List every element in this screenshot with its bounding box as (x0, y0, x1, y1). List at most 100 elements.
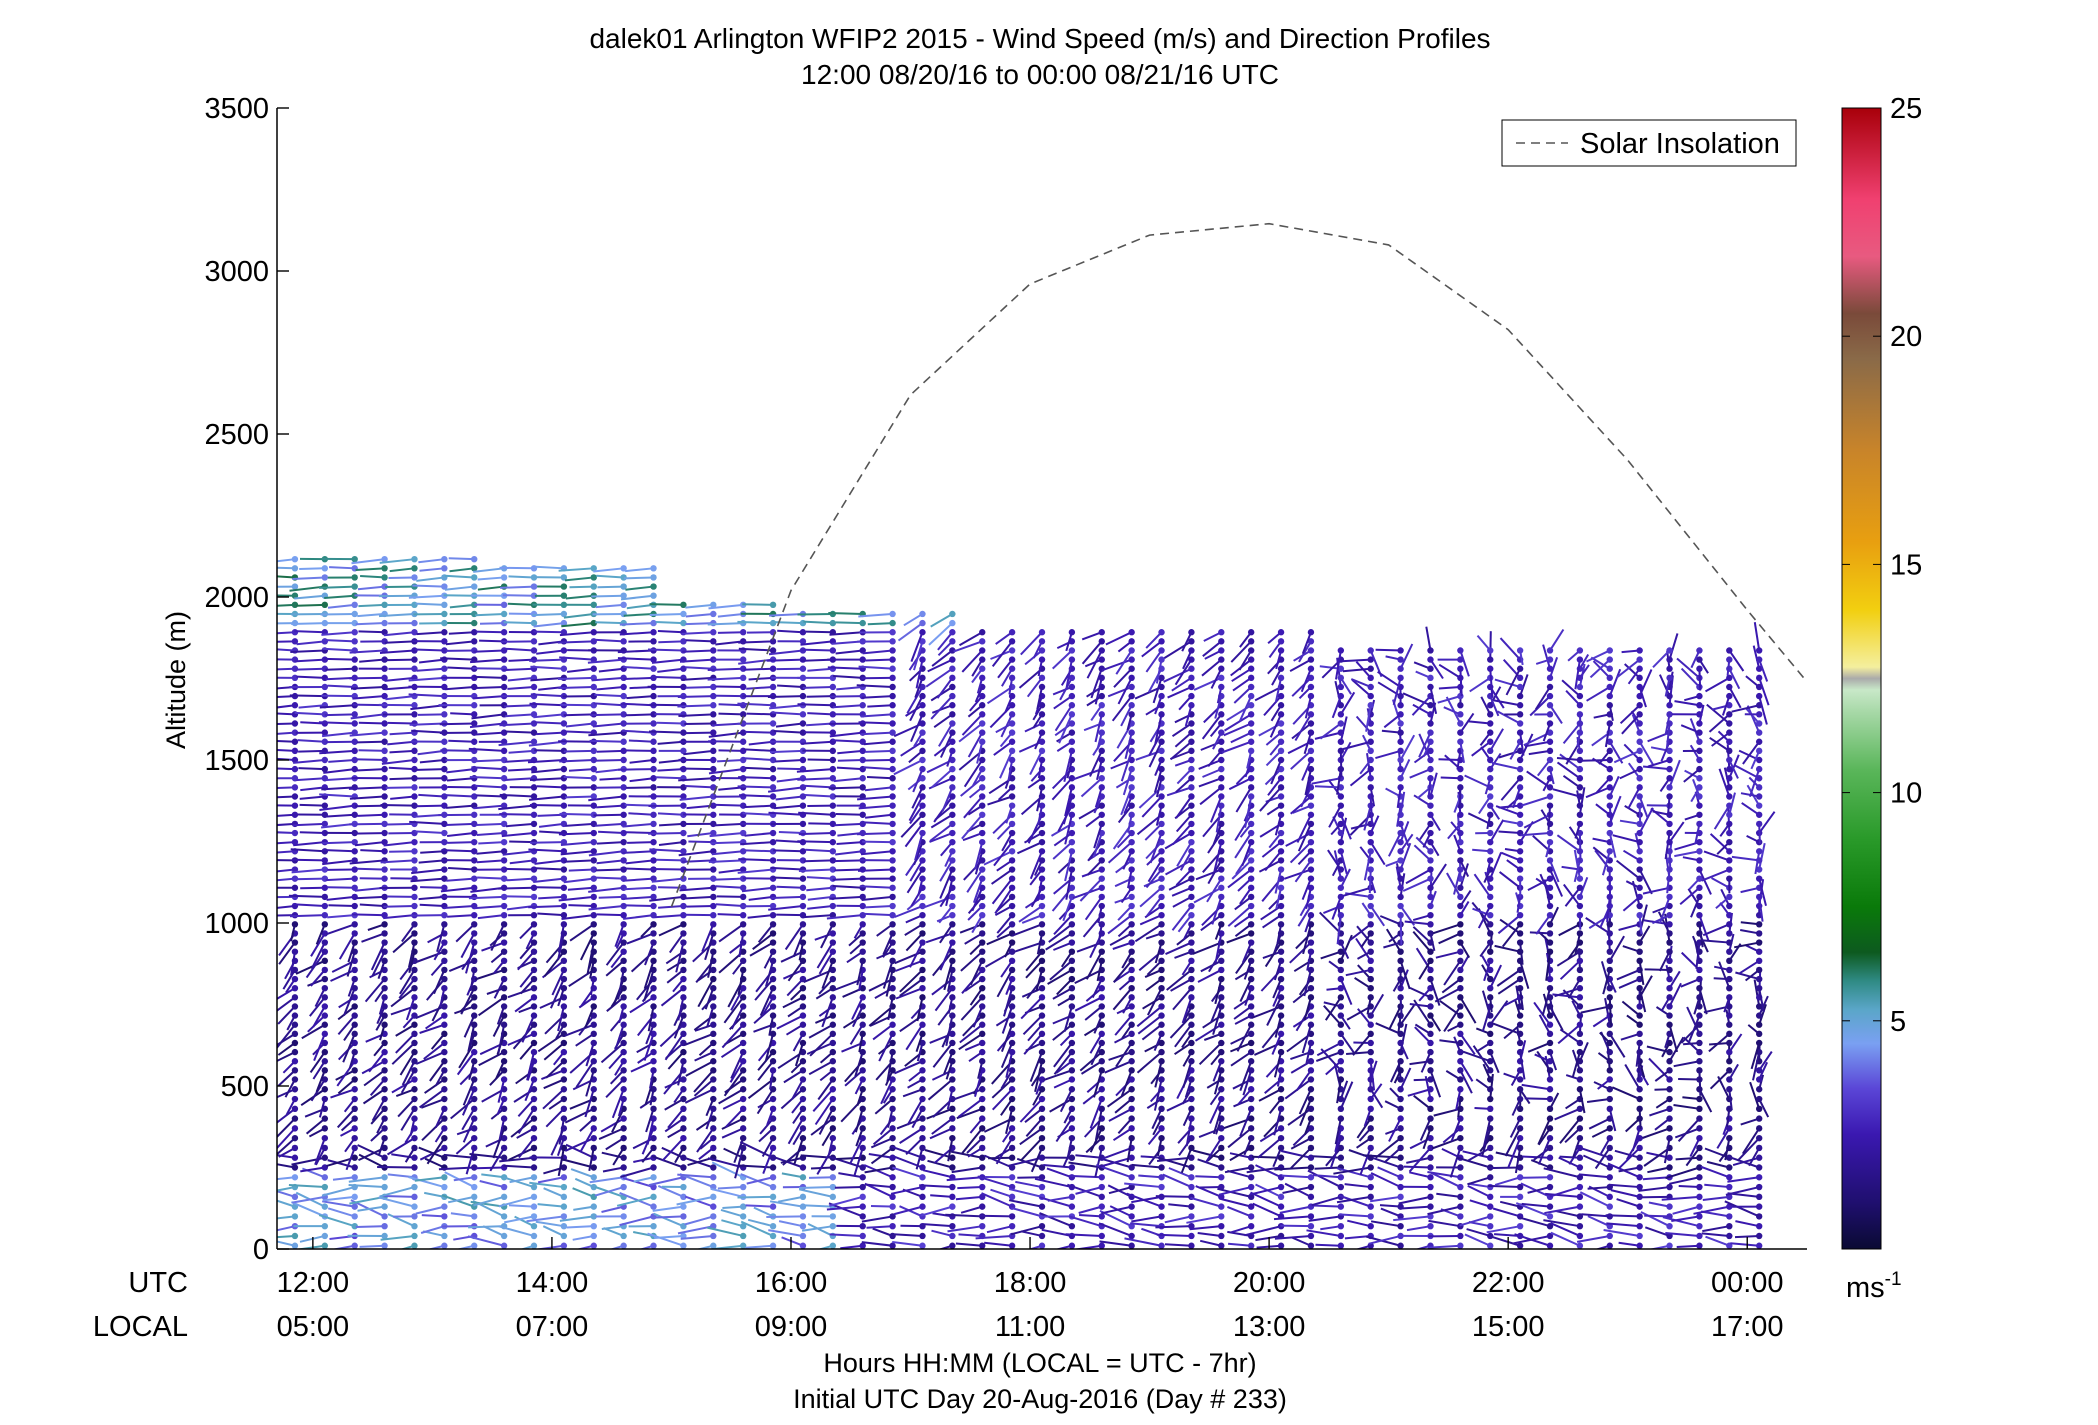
wind-barb-head (351, 1048, 358, 1056)
wind-barb-head (441, 1076, 448, 1083)
wind-barb-head (710, 884, 717, 891)
wind-barb (1200, 740, 1222, 751)
wind-barb-head (769, 1174, 777, 1181)
wind-barb (1079, 1051, 1103, 1072)
wind-barb-head (381, 893, 388, 901)
wind-barb (1316, 1042, 1342, 1057)
wind-barb (1155, 1195, 1192, 1198)
wind-barb (1137, 1014, 1163, 1035)
wind-barb-head (949, 793, 956, 800)
wind-barb-head (979, 674, 986, 682)
wind-barb-head (650, 811, 657, 818)
wind-barb-head (829, 1164, 837, 1171)
wind-barb (1068, 1161, 1102, 1169)
wind-barb-head (1247, 1105, 1255, 1113)
wind-barb-head (919, 674, 926, 682)
wind-barb-head (1247, 674, 1255, 682)
wind-barb (356, 867, 385, 871)
wind-barb (446, 768, 475, 774)
wind-barb (535, 1244, 565, 1249)
wind-barb-head (799, 793, 807, 800)
wind-barb (1197, 1232, 1222, 1237)
wind-barb-head (710, 811, 717, 818)
wind-barb-head (1337, 1174, 1345, 1181)
wind-barb-head (560, 1076, 568, 1083)
wind-barb-head (680, 1242, 687, 1249)
wind-barb-head (471, 711, 478, 718)
wind-barb-head (1218, 793, 1225, 800)
wind-barb (565, 594, 594, 600)
wind-barb-head (351, 1125, 358, 1132)
wind-barb (893, 1233, 923, 1237)
wind-barb (695, 1117, 714, 1131)
wind-barb (814, 1098, 834, 1126)
wind-barb-head (1008, 957, 1016, 965)
wind-barb (882, 933, 894, 956)
wind-barb-head (949, 1193, 956, 1201)
wind-barb-head (1247, 665, 1255, 672)
wind-barb-head (949, 1115, 956, 1122)
wind-barb-head (889, 1213, 896, 1220)
wind-barb-head (381, 1021, 388, 1028)
wind-barb (536, 867, 564, 871)
wind-barb-head (1218, 820, 1225, 828)
wind-barb (857, 795, 893, 801)
wind-barb-head (500, 1058, 508, 1065)
wind-barb (444, 574, 475, 579)
wind-barb (966, 868, 984, 893)
wind-barb (508, 658, 535, 662)
wind-barb (349, 859, 385, 865)
wind-barb-head (769, 1115, 777, 1122)
wind-barb (803, 859, 833, 863)
wind-barb-head (1098, 674, 1105, 682)
wind-barb-head (1277, 647, 1285, 654)
wind-barb (559, 1215, 594, 1222)
wind-barb (646, 1118, 655, 1145)
wind-barb (996, 923, 1013, 939)
wind-barb-head (739, 921, 747, 928)
wind-barb-head (889, 1021, 896, 1028)
wind-barb-head (769, 1003, 777, 1010)
wind-barb-head (1158, 674, 1165, 682)
wind-barb (543, 951, 565, 977)
wind-barb (1101, 658, 1132, 672)
wind-barb (939, 869, 954, 899)
wind-barb-head (1038, 1203, 1046, 1210)
wind-barb (894, 1205, 923, 1216)
wind-barb (517, 1098, 535, 1117)
wind-barb-head (351, 884, 358, 891)
wind-barb (299, 803, 325, 807)
wind-barb (277, 868, 296, 873)
wind-barb-head (710, 902, 717, 910)
wind-barb-head (680, 1030, 687, 1038)
wind-barb-head (1337, 957, 1345, 965)
wind-barb-head (291, 638, 299, 645)
wind-barb-head (859, 656, 866, 663)
wind-barb (519, 1042, 535, 1060)
wind-barb-head (471, 893, 478, 901)
wind-barb-head (530, 1086, 538, 1093)
wind-barb (762, 1147, 774, 1174)
wind-barb-head (739, 765, 747, 773)
wind-barb (346, 951, 356, 977)
wind-barb-head (919, 1086, 926, 1093)
wind-barb (658, 923, 684, 937)
wind-barb-head (919, 610, 926, 618)
wind-barb (327, 1159, 355, 1169)
wind-barb-head (1128, 665, 1135, 672)
wind-barb (685, 639, 714, 643)
wind-barb (1233, 686, 1252, 704)
wind-barb (499, 722, 535, 727)
wind-barb (336, 1108, 356, 1129)
wind-barb-head (1158, 911, 1165, 919)
wind-barb (1154, 714, 1163, 744)
wind-barb (1053, 695, 1073, 710)
wind-barb-head (889, 1222, 896, 1230)
wind-barb (645, 1108, 655, 1133)
wind-barb-head (949, 747, 956, 755)
wind-barb-head (739, 930, 747, 937)
wind-barb (739, 1140, 774, 1159)
wind-barb-head (441, 1030, 448, 1038)
wind-barb-head (829, 1021, 837, 1028)
wind-barb-head (560, 1164, 568, 1171)
